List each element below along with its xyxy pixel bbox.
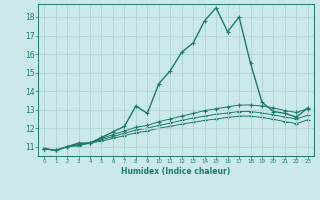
X-axis label: Humidex (Indice chaleur): Humidex (Indice chaleur) (121, 167, 231, 176)
